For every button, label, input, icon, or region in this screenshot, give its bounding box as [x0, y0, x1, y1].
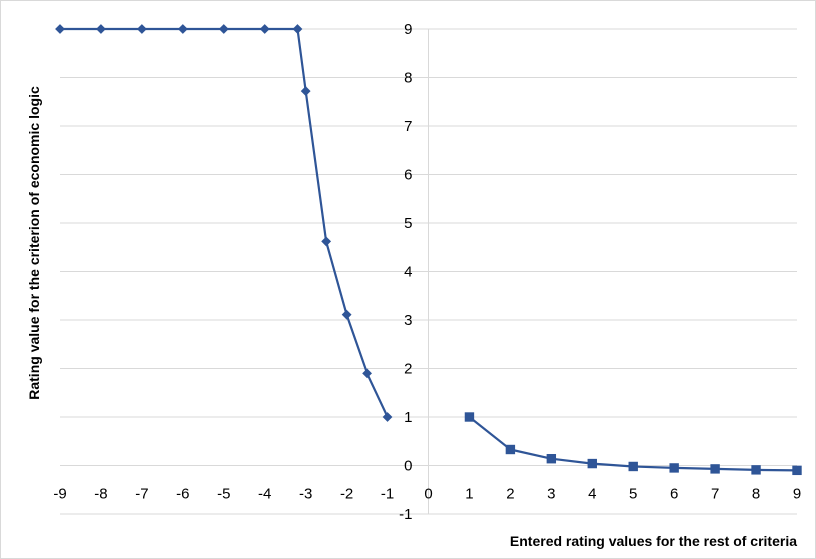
diamond-marker	[341, 309, 352, 320]
x-axis-title: Entered rating values for the rest of cr…	[510, 533, 797, 549]
y-tick-label: 0	[404, 458, 412, 475]
y-tick-label: -1	[399, 506, 412, 523]
x-tick-label: -4	[258, 486, 271, 503]
x-tick-label: 3	[547, 486, 555, 503]
square-marker	[751, 465, 761, 475]
x-tick-label: 7	[711, 486, 719, 503]
x-tick-label: -1	[381, 486, 394, 503]
tick-labels: -9 -8 -7 -6 -5 -4 -3 -2 -1 0 1 2 3 4 5 6 7 8 9 -1 0 1 2 3 4 5 6 7 8 9	[53, 21, 801, 523]
diamond-marker	[362, 368, 372, 379]
diamond-marker	[218, 24, 229, 34]
y-tick-label: 5	[404, 215, 412, 232]
square-marker	[628, 461, 638, 472]
diamond-marker	[259, 24, 270, 34]
series-layer	[55, 24, 802, 476]
square-marker	[792, 465, 802, 476]
y-tick-label: 6	[404, 167, 412, 184]
x-tick-label: 9	[793, 486, 801, 503]
x-tick-label: 0	[424, 486, 432, 503]
diamond-marker	[136, 24, 147, 34]
diamond-marker	[177, 24, 188, 34]
square-marker	[587, 458, 597, 469]
y-tick-label: 7	[404, 118, 412, 135]
y-tick-label: 9	[404, 21, 412, 38]
x-tick-label: -3	[299, 486, 312, 503]
x-tick-label: 4	[588, 486, 596, 503]
x-tick-label: 8	[752, 486, 760, 503]
square-marker	[505, 444, 516, 455]
diamond-marker	[382, 412, 393, 422]
y-tick-label: 2	[404, 361, 412, 378]
x-tick-label: -9	[53, 486, 66, 503]
x-tick-label: -6	[176, 486, 189, 503]
x-tick-label: -8	[94, 486, 107, 503]
x-tick-label: 6	[670, 486, 678, 503]
series-line	[60, 27, 389, 418]
diamond-marker	[321, 236, 332, 247]
y-tick-label: 8	[404, 70, 412, 87]
diamond-marker	[292, 24, 303, 34]
square-marker	[464, 412, 475, 422]
square-marker	[710, 464, 720, 474]
y-axis-title: Rating value for the criterion of econom…	[26, 86, 42, 400]
diamond-marker	[96, 24, 106, 34]
square-marker	[669, 463, 679, 473]
y-tick-label: 3	[404, 312, 412, 329]
x-tick-label: -7	[135, 486, 148, 503]
y-tick-label: 1	[404, 409, 412, 426]
diamond-marker	[300, 86, 311, 96]
x-tick-label: 5	[629, 486, 637, 503]
y-tick-label: 4	[404, 264, 412, 281]
diamond-marker	[55, 24, 65, 34]
x-tick-label: 2	[506, 486, 514, 503]
x-tick-label: 1	[465, 486, 473, 503]
x-tick-label: -2	[340, 486, 353, 503]
x-tick-label: -5	[217, 486, 230, 503]
square-marker	[546, 454, 557, 464]
